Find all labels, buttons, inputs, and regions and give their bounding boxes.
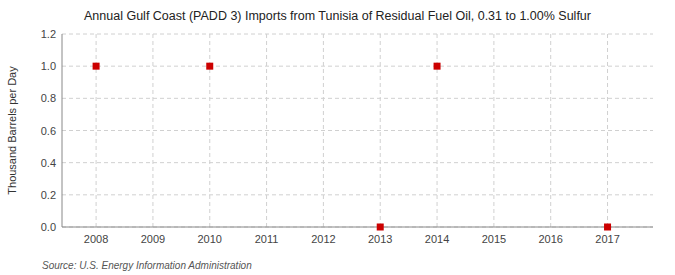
- grid: [62, 34, 653, 227]
- y-axis-line: [62, 34, 63, 227]
- point: [93, 63, 100, 70]
- y-grid-line: [62, 227, 653, 228]
- x-tick-label: 2014: [425, 233, 449, 245]
- x-tick-label: 2017: [595, 233, 619, 245]
- y-tick-label: 0.6: [41, 125, 56, 137]
- x-grid-line: [607, 34, 608, 227]
- y-tick-label: 1.2: [41, 28, 56, 40]
- x-tick-label: 2013: [368, 233, 392, 245]
- y-axis-label: Thousand Barrels per Day: [6, 66, 18, 195]
- source: Source: U.S. Energy Information Administ…: [42, 260, 252, 271]
- point: [604, 224, 611, 231]
- x-axis-line: [62, 227, 653, 228]
- x-grid-line: [380, 34, 381, 227]
- x-grid-line: [266, 34, 267, 227]
- x-tick-label: 2015: [482, 233, 506, 245]
- x-grid-line: [152, 34, 153, 227]
- y-tick-label: 0.0: [41, 221, 56, 233]
- x-tick-label: 2009: [141, 233, 165, 245]
- y-grid-line: [62, 162, 653, 163]
- y-tick-label: 0.8: [41, 92, 56, 104]
- axes: 0.0 0.2 0.4 0.6 0.8 1.0 1.2 2008 2009 2010 2011 201…: [41, 28, 653, 245]
- y-tick-label: 1.0: [41, 60, 56, 72]
- x-grid-line: [323, 34, 324, 227]
- x-tick-label: 2016: [538, 233, 562, 245]
- points: [93, 63, 611, 231]
- x-tick-label: 2012: [311, 233, 335, 245]
- x-grid-line: [550, 34, 551, 227]
- point: [377, 224, 384, 231]
- title: Annual Gulf Coast (PADD 3) Imports from …: [84, 9, 591, 23]
- y-tick-label: 0.2: [41, 189, 56, 201]
- y-grid-line: [62, 98, 653, 99]
- chart: Annual Gulf Coast (PADD 3) Imports from …: [0, 0, 675, 275]
- x-tick-label: 2008: [84, 233, 108, 245]
- y-grid-line: [62, 34, 653, 35]
- point: [434, 63, 441, 70]
- y-tick-label: 0.4: [41, 157, 56, 169]
- x-tick-label: 2010: [198, 233, 222, 245]
- point: [206, 63, 213, 70]
- y-grid-line: [62, 130, 653, 131]
- y-grid-line: [62, 194, 653, 195]
- x-grid-line: [493, 34, 494, 227]
- y-grid-line: [62, 66, 653, 67]
- x-tick-label: 2011: [255, 233, 279, 245]
